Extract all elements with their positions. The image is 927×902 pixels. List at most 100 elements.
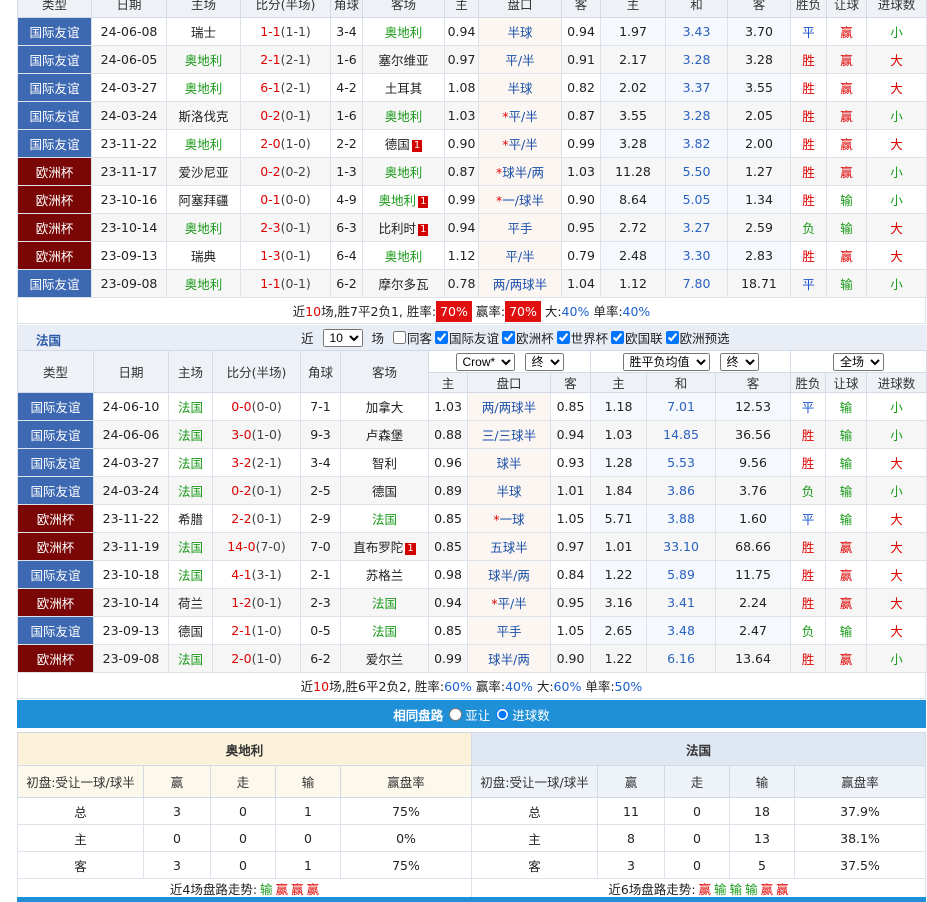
sub-header: 让球 <box>825 372 868 393</box>
goal-result: 大 <box>866 588 927 617</box>
euro-odds: 2.47 <box>715 616 792 645</box>
odds-select[interactable]: Crow* <box>455 352 515 371</box>
half-score: (0-1) <box>280 276 311 291</box>
filter-option[interactable]: 欧国联 <box>611 328 663 347</box>
home-team: 法国 <box>177 652 203 667</box>
away-odds: 0.84 <box>549 560 592 589</box>
handicap-result: 赢 <box>826 241 867 270</box>
radio-option[interactable]: 进球数 <box>494 705 550 724</box>
half-score: (1-0) <box>280 136 311 151</box>
summary-part: 近 <box>300 679 314 694</box>
radio[interactable] <box>449 707 463 721</box>
stat-row: 客 3 0 1 75% <box>17 851 472 879</box>
handicap-table: 法国 初盘:受让一球/球半赢走输赢盘率总 11 0 18 37.9% 主 8 0 13 38.1% 客… <box>471 732 926 899</box>
away-odds: 0.97 <box>549 532 592 561</box>
goal-result: 大 <box>866 213 927 242</box>
team-cell: 土耳其 <box>362 73 445 102</box>
odds-select[interactable]: 胜平负均值 <box>622 352 710 371</box>
odds-select[interactable]: 终 <box>524 352 564 371</box>
euro-odds: 1.84 <box>590 476 648 505</box>
france-table: 类型 日期 主场 比分(半场) 角球 客场 Crow* 终胜平负均值终全场主盘口客主和客胜负让… <box>17 350 927 673</box>
stat-cell: 总 <box>471 797 598 825</box>
line-text: 两/两球半 <box>492 277 548 292</box>
result: 平 <box>790 269 827 298</box>
half-score: (1-0) <box>251 623 282 638</box>
stat-row: 主 0 0 0 0% <box>17 824 472 852</box>
option-label: 国际友谊 <box>449 331 500 346</box>
half-score: (1-1) <box>280 24 311 39</box>
checkbox[interactable] <box>435 331 449 344</box>
team-cell: 法国 <box>168 448 213 477</box>
column-header: 角球 <box>300 350 341 393</box>
match-date: 23-09-13 <box>93 616 169 645</box>
line-star: * <box>502 137 509 152</box>
goal-result: 大 <box>866 73 927 102</box>
home-team: 法国 <box>177 456 203 471</box>
euro-odds: 1.97 <box>600 17 666 46</box>
euro-odds: 2.48 <box>600 241 666 270</box>
summary-part: 场,胜6平2负2, 胜率: <box>329 679 445 694</box>
handicap-line: 球半/两 <box>467 644 551 673</box>
stat-cell: 0% <box>340 824 472 852</box>
handicap-result: 输 <box>825 392 868 421</box>
match-row: 国际友谊 24-06-10 法国 0-0(0-0) 7-1 加拿大 1.03 两/两球半 0.8… <box>17 392 927 421</box>
handicap-result: 赢 <box>826 101 867 130</box>
match-row: 国际友谊 24-03-24 斯洛伐克 0-2(0-1) 1-6 奥地利 1.03 *平/半 0.… <box>17 101 927 130</box>
half-score: (3-1) <box>251 567 282 582</box>
team-cell: 爱沙尼亚 <box>166 157 241 186</box>
match-type: 欧洲杯 <box>17 588 94 617</box>
radio-option[interactable]: 亚让 <box>447 705 490 724</box>
radio[interactable] <box>496 707 510 721</box>
goal-result: 大 <box>866 532 927 561</box>
euro-odds: 3.37 <box>665 73 728 102</box>
full-score: 0-2 <box>260 108 281 123</box>
handicap-result: 赢 <box>826 17 867 46</box>
filter-option[interactable]: 欧洲预选 <box>665 328 730 347</box>
score: 2-0(1-0) <box>212 644 301 673</box>
filter-option[interactable]: 欧洲杯 <box>502 328 554 347</box>
euro-odds: 2.02 <box>600 73 666 102</box>
handicap-line: *一球 <box>467 504 551 533</box>
match-row: 国际友谊 24-06-08 瑞士 1-1(1-1) 3-4 奥地利 0.94 半球 0.94 1.… <box>17 17 927 46</box>
option-label: 世界杯 <box>570 331 609 346</box>
filter-option[interactable]: 同客 <box>387 328 432 347</box>
corners: 2-1 <box>300 560 341 589</box>
full-score: 0-1 <box>260 192 281 207</box>
stat-cell: 总 <box>17 797 144 825</box>
team-cell: 奥地利 <box>166 129 241 158</box>
match-row: 欧洲杯 23-11-19 法国 14-0(7-0) 7-0 直布罗陀 1 0.85 五球半 0.9… <box>17 532 927 561</box>
match-type: 国际友谊 <box>17 73 92 102</box>
summary-part: 场,胜7平2负1, 胜率: <box>321 304 437 319</box>
filter-option[interactable]: 国际友谊 <box>435 328 499 347</box>
count-select[interactable]: 10 <box>322 328 363 347</box>
title-row: 法国 <box>471 732 926 766</box>
checkbox[interactable] <box>665 331 679 344</box>
odds-select[interactable]: 全场 <box>833 352 885 371</box>
goal-result: 大 <box>866 560 927 589</box>
match-row: 国际友谊 24-06-05 奥地利 2-1(2-1) 1-6 塞尔维亚 0.97 平/半 0.9… <box>17 45 927 74</box>
column-header: 角球 <box>330 0 363 18</box>
team-cell: 法国 <box>168 560 213 589</box>
team-cell: 卢森堡 <box>340 420 429 449</box>
trend-item: 赢 <box>760 882 774 897</box>
corners: 2-3 <box>300 588 341 617</box>
away-odds: 0.82 <box>561 73 601 102</box>
full-score: 2-0 <box>260 136 281 151</box>
line-text: 五球半 <box>490 540 528 555</box>
checkbox[interactable] <box>393 331 407 344</box>
checkbox[interactable] <box>556 331 570 344</box>
summary-part: 40% <box>622 304 651 319</box>
checkbox[interactable] <box>611 331 625 344</box>
odds-select[interactable]: 终 <box>719 352 759 371</box>
column-header: 初盘:受让一球/球半 <box>471 765 598 798</box>
euro-odds: 3.27 <box>665 213 728 242</box>
title-row: 奥地利 <box>17 732 472 766</box>
line-text: 一球 <box>499 512 525 527</box>
match-row: 国际友谊 23-09-13 德国 2-1(1-0) 0-5 法国 0.85 平手 1.05 2.6… <box>17 616 927 645</box>
checkbox[interactable] <box>502 331 516 344</box>
half-score: (7-0) <box>255 539 286 554</box>
match-date: 23-09-08 <box>93 644 169 673</box>
line-text: 平/半 <box>497 596 527 611</box>
away-odds: 1.01 <box>549 476 592 505</box>
filter-option[interactable]: 世界杯 <box>556 328 609 347</box>
